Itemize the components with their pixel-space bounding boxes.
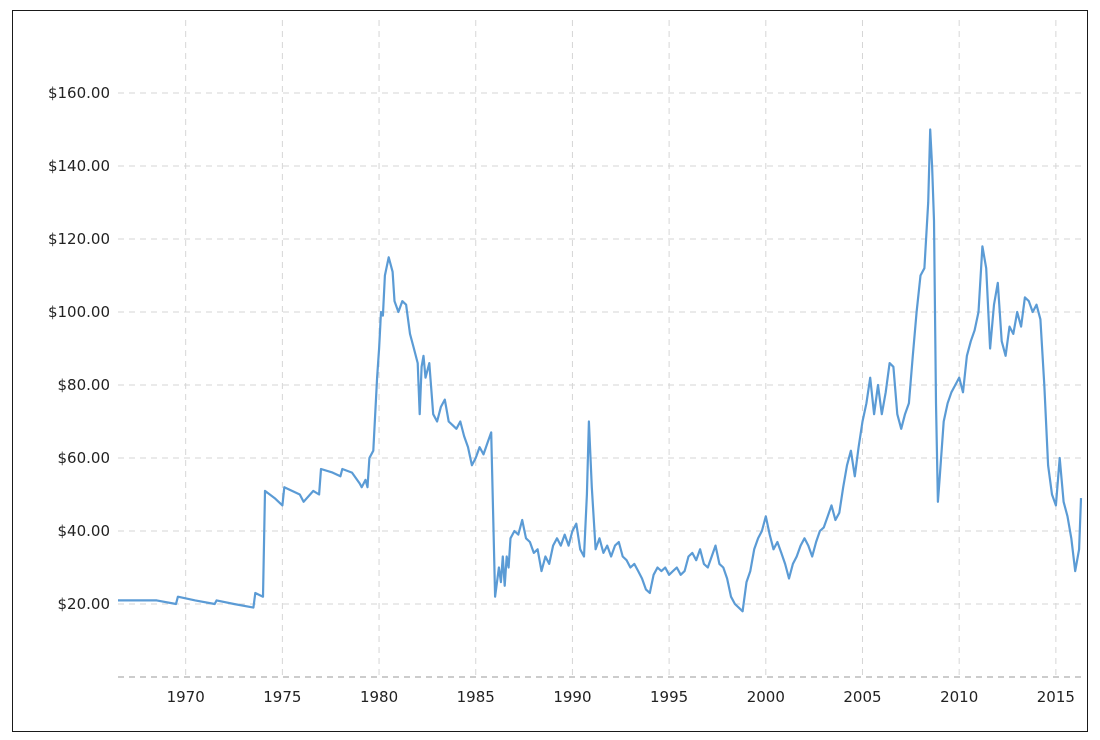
x-tick-label: 1980 — [360, 688, 398, 706]
y-tick-label: $40.00 — [58, 522, 111, 540]
x-tick-label: 1995 — [650, 688, 688, 706]
x-tick-label: 2010 — [940, 688, 978, 706]
x-tick-label: 1985 — [457, 688, 495, 706]
y-tick-label: $160.00 — [48, 84, 110, 102]
x-tick-label: 2005 — [843, 688, 881, 706]
y-tick-label: $120.00 — [48, 230, 110, 248]
x-tick-label: 2000 — [747, 688, 785, 706]
chart-frame — [12, 10, 1088, 732]
x-tick-label: 1975 — [263, 688, 301, 706]
y-tick-label: $100.00 — [48, 303, 110, 321]
y-tick-label: $140.00 — [48, 157, 110, 175]
series-line — [118, 128, 1083, 613]
x-tick-label: 2015 — [1037, 688, 1075, 706]
y-tick-label: $20.00 — [58, 595, 111, 613]
y-tick-label: $80.00 — [58, 376, 111, 394]
y-tick-label: $60.00 — [58, 449, 111, 467]
x-tick-label: 1990 — [553, 688, 591, 706]
x-tick-label: 1970 — [167, 688, 205, 706]
